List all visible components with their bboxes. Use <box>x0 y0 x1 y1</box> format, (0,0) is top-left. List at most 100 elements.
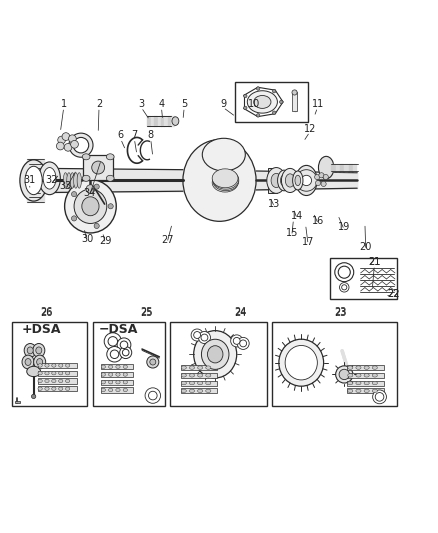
Bar <box>346 373 383 378</box>
Text: 22: 22 <box>387 289 399 300</box>
Text: 25: 25 <box>140 306 152 317</box>
Ellipse shape <box>272 111 275 115</box>
Ellipse shape <box>45 379 49 383</box>
Ellipse shape <box>181 374 186 377</box>
Ellipse shape <box>24 343 36 357</box>
Ellipse shape <box>25 359 31 366</box>
Bar <box>38 386 77 391</box>
Ellipse shape <box>371 374 377 377</box>
Text: 2: 2 <box>95 99 102 109</box>
Ellipse shape <box>104 333 121 350</box>
Ellipse shape <box>243 94 247 98</box>
Ellipse shape <box>295 165 316 196</box>
Ellipse shape <box>122 349 129 356</box>
Ellipse shape <box>197 382 202 385</box>
Ellipse shape <box>108 373 113 376</box>
Ellipse shape <box>212 169 237 188</box>
Ellipse shape <box>69 133 93 157</box>
Ellipse shape <box>239 340 246 347</box>
Bar <box>101 364 133 369</box>
Ellipse shape <box>271 173 281 188</box>
Text: 23: 23 <box>333 306 345 317</box>
Ellipse shape <box>148 391 157 400</box>
Ellipse shape <box>73 138 88 153</box>
Ellipse shape <box>32 394 36 399</box>
Text: 21: 21 <box>367 257 380 267</box>
Text: 33: 33 <box>59 181 71 191</box>
Bar <box>346 388 383 393</box>
Text: +DSA: +DSA <box>21 323 61 336</box>
Ellipse shape <box>233 337 240 344</box>
Bar <box>101 379 133 385</box>
Ellipse shape <box>110 350 119 359</box>
Ellipse shape <box>71 191 77 197</box>
Text: 23: 23 <box>333 308 345 318</box>
Ellipse shape <box>201 334 208 341</box>
Text: 14: 14 <box>290 211 302 221</box>
Ellipse shape <box>123 365 127 368</box>
Text: 32: 32 <box>46 175 58 185</box>
Ellipse shape <box>33 343 45 357</box>
Bar <box>101 387 133 392</box>
Ellipse shape <box>120 341 127 349</box>
Bar <box>83 155 113 181</box>
Ellipse shape <box>197 374 202 377</box>
Bar <box>267 167 276 193</box>
Ellipse shape <box>339 282 348 292</box>
Text: 34: 34 <box>83 188 95 198</box>
Ellipse shape <box>337 266 350 278</box>
Ellipse shape <box>58 136 65 144</box>
Ellipse shape <box>318 156 333 179</box>
Ellipse shape <box>230 335 242 347</box>
Ellipse shape <box>58 387 63 390</box>
Ellipse shape <box>82 175 90 181</box>
Ellipse shape <box>347 382 352 385</box>
Ellipse shape <box>318 173 323 178</box>
Ellipse shape <box>45 387 49 390</box>
Ellipse shape <box>191 329 203 341</box>
Ellipse shape <box>338 369 349 379</box>
Ellipse shape <box>22 355 34 369</box>
Ellipse shape <box>52 379 56 383</box>
Text: 15: 15 <box>285 228 297 238</box>
Bar <box>170 322 266 406</box>
Text: 10: 10 <box>247 99 259 109</box>
Ellipse shape <box>314 174 319 180</box>
Bar <box>38 378 77 384</box>
Ellipse shape <box>341 285 346 290</box>
Text: 5: 5 <box>181 99 187 109</box>
Ellipse shape <box>108 337 117 346</box>
Ellipse shape <box>201 339 229 369</box>
Ellipse shape <box>106 346 122 362</box>
Ellipse shape <box>212 173 237 192</box>
Ellipse shape <box>146 356 159 368</box>
Ellipse shape <box>347 366 352 369</box>
Ellipse shape <box>281 168 298 192</box>
Ellipse shape <box>279 100 283 103</box>
Ellipse shape <box>280 175 287 186</box>
Ellipse shape <box>120 346 131 359</box>
Text: 4: 4 <box>158 99 164 109</box>
Ellipse shape <box>372 390 385 403</box>
Text: 6: 6 <box>117 130 124 140</box>
Ellipse shape <box>64 180 116 233</box>
Ellipse shape <box>52 387 56 390</box>
Ellipse shape <box>108 381 113 384</box>
Bar <box>234 82 307 123</box>
Ellipse shape <box>58 372 63 375</box>
Ellipse shape <box>322 174 328 180</box>
Ellipse shape <box>94 184 99 189</box>
Ellipse shape <box>253 95 270 108</box>
Ellipse shape <box>374 392 383 401</box>
Ellipse shape <box>145 388 160 403</box>
Ellipse shape <box>123 373 127 376</box>
Ellipse shape <box>123 388 127 392</box>
Ellipse shape <box>27 366 40 377</box>
Ellipse shape <box>116 365 120 368</box>
Ellipse shape <box>62 133 70 141</box>
Bar <box>180 373 217 378</box>
Text: 1: 1 <box>60 99 67 109</box>
Ellipse shape <box>108 365 113 368</box>
Ellipse shape <box>243 106 247 110</box>
Ellipse shape <box>116 373 120 376</box>
